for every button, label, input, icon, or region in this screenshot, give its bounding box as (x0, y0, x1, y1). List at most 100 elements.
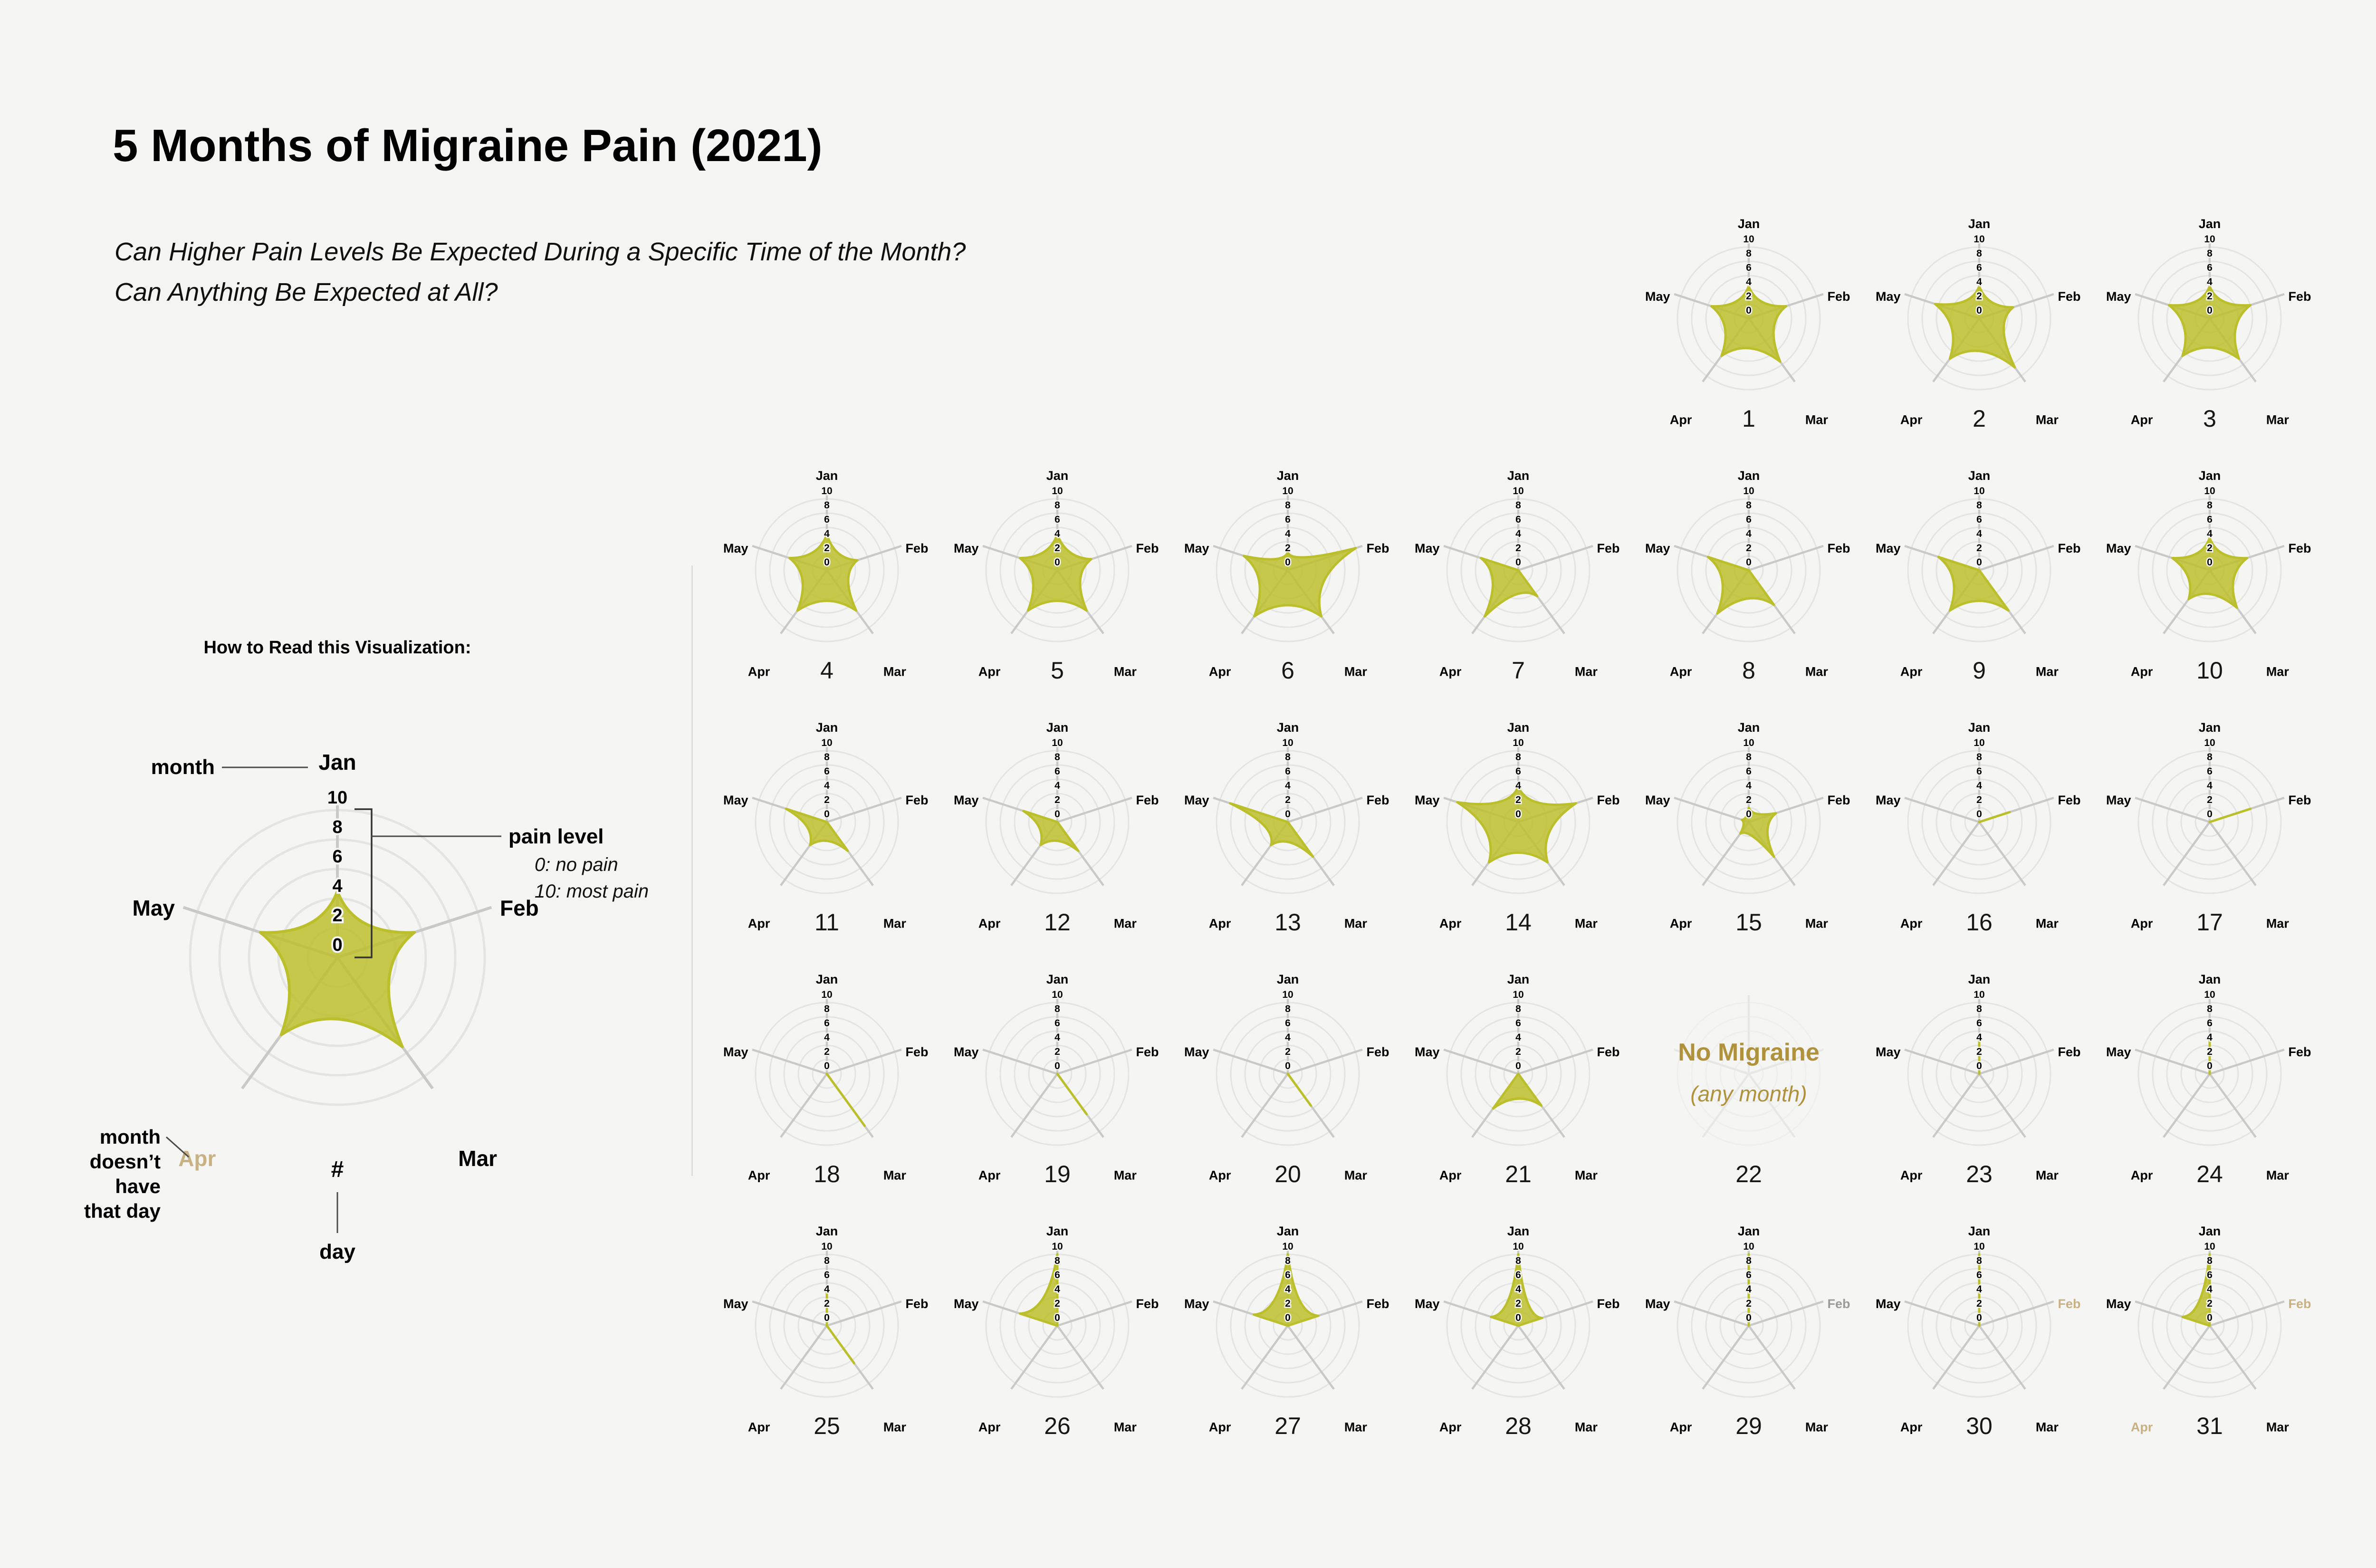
radar-grid (1213, 995, 1363, 1146)
tick-label: 4 (824, 528, 830, 539)
grid-spoke (982, 1048, 1058, 1075)
tick-label: 4 (2207, 1032, 2213, 1043)
tick-label: 8 (1746, 1255, 1752, 1266)
month-label-jan: Jan (2199, 972, 2221, 986)
tick-label: 4 (1285, 1032, 1291, 1043)
tick-label: 0 (1515, 1312, 1521, 1323)
tick-label: 6 (1746, 262, 1752, 273)
tick-label: 10 (821, 1241, 832, 1252)
month-label-apr: Apr (978, 917, 1001, 931)
day-number: 9 (1973, 657, 1986, 684)
grid-spoke (752, 1048, 827, 1075)
tick-label: 4 (2207, 277, 2213, 287)
tick-label: 8 (1515, 752, 1521, 763)
tick-label: 8 (1285, 1255, 1291, 1266)
month-label-feb: Feb (1827, 289, 1850, 304)
pain-area (785, 807, 849, 852)
month-label-may: May (1415, 1297, 1440, 1311)
month-label-mar: Mar (2036, 413, 2059, 427)
tick-label: 8 (1515, 1255, 1521, 1266)
month-label-jan: Jan (318, 750, 356, 774)
grid-spoke (1010, 1325, 1058, 1390)
grid-spoke (1702, 1073, 1750, 1138)
radar-grid (752, 744, 902, 894)
month-label-jan: Jan (2199, 720, 2221, 735)
tick-label: 6 (1515, 514, 1521, 525)
pain-area (2181, 1253, 2211, 1327)
radar-grid (2135, 995, 2285, 1146)
subtitle-line-1: Can Higher Pain Levels Be Expected Durin… (115, 238, 966, 266)
day-number: 1 (1742, 405, 1755, 432)
day-25-radar-chart: 10 8 6 4 2 0 Jan Feb Mar Apr May 25 (723, 1224, 929, 1439)
month-label-may: May (1645, 793, 1670, 807)
month-label-jan: Jan (1968, 468, 1991, 483)
grid-spoke (1057, 1300, 1132, 1327)
tick-label: 8 (1515, 1004, 1521, 1014)
tick-label: 2 (2207, 291, 2213, 302)
tick-label: 0 (332, 935, 342, 955)
divider-line (691, 565, 693, 1176)
month-label-feb: Feb (2288, 793, 2311, 807)
grid-spoke (2209, 1325, 2257, 1390)
month-label-mar: Mar (1344, 1420, 1368, 1434)
month-label-feb: Feb (1136, 1297, 1159, 1311)
pain-area (788, 533, 859, 612)
tick-label: 2 (1746, 794, 1752, 805)
grid-spoke (752, 1300, 827, 1327)
tick-label: 10 (1974, 486, 1984, 497)
missing-month-line (166, 1136, 189, 1158)
month-label-may: May (1645, 1297, 1670, 1311)
month-label-jan: Jan (1277, 720, 1299, 735)
month-label-may: May (2106, 1297, 2131, 1311)
grid-spoke (2209, 1073, 2257, 1138)
month-label-jan: Jan (1968, 1224, 1991, 1238)
grid-spoke (1241, 1073, 1289, 1138)
month-label-feb: Feb (2058, 1297, 2080, 1311)
grid-spoke (1904, 1300, 1980, 1327)
month-label-jan: Jan (1507, 468, 1530, 483)
month-label-apr: Apr (978, 1420, 1001, 1434)
tick-label: 2 (2207, 1046, 2213, 1057)
month-label-apr: Apr (1209, 1420, 1231, 1434)
grid-spoke (1443, 1048, 1519, 1075)
grid-ring (1719, 1044, 1778, 1103)
tick-label: 8 (1285, 752, 1291, 763)
month-label-mar: Mar (458, 1146, 497, 1171)
tick-label: 0 (1054, 1061, 1060, 1071)
pain-area (1739, 806, 1777, 858)
month-label-apr: Apr (1900, 1420, 1923, 1434)
month-label-may: May (1876, 541, 1901, 555)
month-label-jan: Jan (1046, 1224, 1069, 1238)
tick-label: 6 (1054, 1270, 1060, 1281)
day-19-radar-chart: 10 8 6 4 2 0 Jan Feb Mar Apr May 19 (954, 972, 1159, 1187)
grid-ring (1691, 1016, 1807, 1132)
month-label-feb: Feb (1597, 1297, 1619, 1311)
day-number: 4 (820, 657, 834, 684)
month-label-mar: Mar (883, 1420, 907, 1434)
tick-label: 4 (1285, 1284, 1291, 1295)
day-number: 20 (1274, 1161, 1301, 1187)
month-label-apr: Apr (748, 1168, 770, 1183)
month-label-apr: Apr (748, 917, 770, 931)
month-label-mar: Mar (1344, 1168, 1368, 1183)
tick-label: 2 (1285, 1298, 1291, 1309)
grid-spoke (1057, 1048, 1132, 1075)
day-number: 14 (1505, 909, 1532, 936)
day-31-radar-chart: 10 8 6 4 2 0 Jan Feb Mar Apr May 31 (2106, 1224, 2311, 1439)
tick-label: 0 (1976, 1312, 1982, 1323)
tick-label: 6 (1976, 514, 1982, 525)
grid-spoke (1904, 1048, 1980, 1075)
month-label-feb: Feb (2058, 289, 2080, 304)
grid-spoke (1979, 1300, 2054, 1327)
tick-label: 8 (824, 752, 830, 763)
subtitle-line-2: Can Anything Be Expected at All? (115, 278, 498, 307)
pain-area (1253, 1253, 1320, 1327)
tick-label: 6 (1515, 1270, 1521, 1281)
month-label-apr: Apr (1670, 1420, 1692, 1434)
grid-ring (1677, 1002, 1821, 1146)
day-2-radar-chart: 10 8 6 4 2 0 Jan Feb Mar Apr May 2 (1876, 217, 2081, 432)
month-label-may: May (1415, 793, 1440, 807)
tick-label: 0 (2207, 557, 2213, 568)
grid-spoke (1287, 1325, 1335, 1390)
tick-label: 10 (1052, 486, 1063, 497)
